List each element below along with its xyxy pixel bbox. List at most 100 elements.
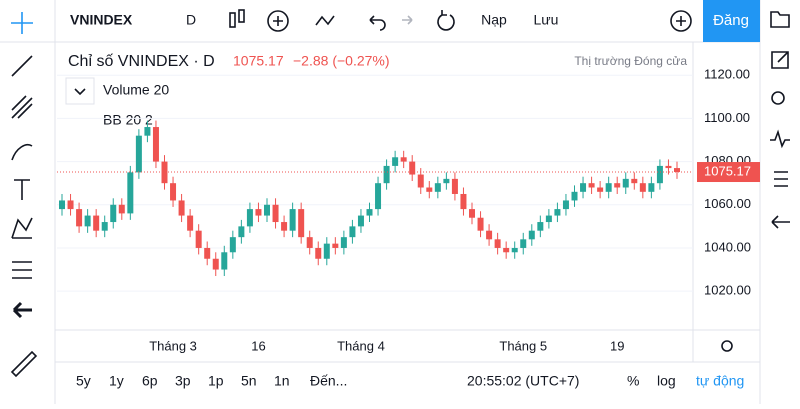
candle-body xyxy=(187,215,194,231)
list-icon[interactable] xyxy=(774,171,788,187)
fib-icon[interactable] xyxy=(11,95,33,119)
candle-body xyxy=(614,183,621,188)
candle-body xyxy=(597,187,604,192)
undo-icon[interactable] xyxy=(369,15,386,31)
measure-icon[interactable] xyxy=(12,261,32,279)
candle-body xyxy=(101,222,108,231)
bb-legend: BB 20 2 xyxy=(103,112,153,128)
y-tick-label: 1020.00 xyxy=(704,283,751,298)
candle-body xyxy=(392,157,399,166)
candle-body xyxy=(375,183,382,210)
range-button[interactable]: 5y xyxy=(76,373,91,389)
ruler-icon[interactable] xyxy=(10,350,38,378)
candle-body xyxy=(349,226,356,238)
chart-title: Chỉ số VNINDEX · D xyxy=(68,53,215,70)
candle-body xyxy=(622,178,629,188)
candle-body xyxy=(503,247,510,253)
candle-body xyxy=(229,237,236,253)
right-toolbar xyxy=(770,11,790,229)
left-toolbar xyxy=(10,12,38,378)
candle-body xyxy=(580,183,587,192)
candle-body xyxy=(648,183,655,192)
range-button[interactable]: 1y xyxy=(109,373,124,389)
candle-body xyxy=(323,243,330,259)
x-tick-label: Tháng 3 xyxy=(149,338,197,353)
range-button[interactable]: 5n xyxy=(241,373,257,389)
publish-button[interactable]: Đăng xyxy=(713,12,749,29)
collapse-icon[interactable] xyxy=(771,215,790,229)
indicator-icon[interactable] xyxy=(267,10,289,32)
candle-body xyxy=(357,215,364,227)
folder-icon[interactable] xyxy=(770,11,790,28)
redo-icon[interactable] xyxy=(402,15,413,25)
candle-body xyxy=(110,204,117,223)
text-icon[interactable] xyxy=(14,179,30,200)
candle-body xyxy=(554,209,561,216)
y-tick-label: 1060.00 xyxy=(704,196,751,211)
collapse-button[interactable] xyxy=(65,77,95,105)
candle-body xyxy=(383,165,390,184)
log-toggle[interactable]: log xyxy=(657,373,676,389)
candle-body xyxy=(486,230,493,240)
candle-body xyxy=(93,215,100,231)
clock: 20:55:02 (UTC+7) xyxy=(467,373,579,389)
candle-body xyxy=(246,209,253,227)
range-button[interactable]: 3p xyxy=(175,373,191,389)
range-button[interactable]: 6p xyxy=(142,373,158,389)
candle-body xyxy=(161,161,168,184)
candle-body xyxy=(340,237,347,248)
search-icon[interactable] xyxy=(771,91,785,105)
candle-body xyxy=(443,178,450,184)
trendline-icon[interactable] xyxy=(11,55,33,77)
candle-body xyxy=(528,230,535,240)
auto-toggle[interactable]: tự động xyxy=(696,373,744,389)
candle-body xyxy=(127,172,134,214)
candle-body xyxy=(605,183,612,192)
candle-body xyxy=(281,222,288,231)
candle-body xyxy=(255,209,262,216)
publish-bg[interactable] xyxy=(703,0,760,42)
candle-body xyxy=(315,247,322,259)
range-button[interactable]: 1n xyxy=(274,373,290,389)
save-button[interactable]: Lưu xyxy=(534,12,559,28)
add-icon[interactable] xyxy=(670,10,692,32)
bottom-bar: Đến... 20:55:02 (UTC+7) % log tự động 5y… xyxy=(76,373,744,389)
market-status: Thị trường Đóng cửa xyxy=(574,54,687,68)
candles-icon[interactable] xyxy=(229,9,245,28)
pattern-icon[interactable] xyxy=(11,217,33,239)
candle-body xyxy=(537,222,544,231)
crosshair-icon[interactable] xyxy=(11,12,33,34)
chevron xyxy=(74,88,86,96)
y-tick-label: 1040.00 xyxy=(704,239,751,254)
candle-body xyxy=(469,209,475,218)
candle-body xyxy=(238,226,245,238)
reset-icon[interactable] xyxy=(437,10,455,31)
candle-body xyxy=(306,237,313,248)
candle-body xyxy=(409,161,416,175)
percent-toggle[interactable]: % xyxy=(627,373,639,389)
interval[interactable]: D xyxy=(186,12,196,28)
candle-body xyxy=(212,258,219,270)
candle-body xyxy=(520,239,527,248)
candle-body xyxy=(272,204,279,223)
compare-icon[interactable] xyxy=(315,15,335,26)
share-icon[interactable] xyxy=(771,51,789,69)
settings-icon[interactable] xyxy=(721,340,733,352)
top-toolbar: VNINDEX D Nạp Lưu Đăng xyxy=(70,0,760,42)
symbol[interactable]: VNINDEX xyxy=(70,12,133,28)
pulse-icon[interactable] xyxy=(770,129,790,149)
candle-body xyxy=(76,209,83,227)
candle-body xyxy=(571,191,578,201)
brush-icon[interactable] xyxy=(11,144,33,161)
goto[interactable]: Đến... xyxy=(310,373,347,389)
last-price: 1075.17 xyxy=(233,53,284,69)
load-button[interactable]: Nạp xyxy=(481,12,507,28)
candle-body xyxy=(144,127,151,136)
range-button[interactable]: 1p xyxy=(208,373,224,389)
back-icon[interactable] xyxy=(12,301,32,319)
candle-body xyxy=(84,215,91,227)
x-tick-label: 19 xyxy=(610,338,624,353)
candle-body xyxy=(204,247,211,259)
candle-body xyxy=(170,183,177,201)
